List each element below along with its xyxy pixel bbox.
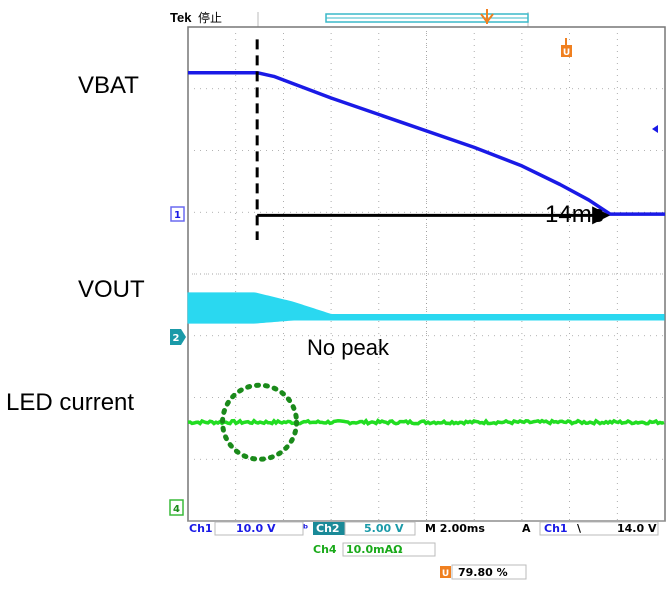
vout-trace <box>187 292 665 324</box>
vout-label: VOUT <box>78 276 145 303</box>
channel-1-marker: 1 <box>170 206 185 222</box>
channel-1-marker-label: 1 <box>174 210 181 221</box>
trigger-position-icon-label: U <box>442 569 449 579</box>
ch2-scale: 5.00 V <box>364 522 404 535</box>
readout-panel: Ch1 10.0 V ᵇ Ch2 5.00 V M 2.00ms A Ch1 \… <box>188 520 665 580</box>
brand-label: Tek <box>170 10 192 25</box>
channel-4-marker: 4 <box>169 499 184 516</box>
ch1-name: Ch1 <box>189 522 213 535</box>
trigger-mode: A <box>522 522 531 535</box>
trigger-slope-icon: \ <box>577 522 582 535</box>
ch1-scale: 10.0 V <box>236 522 276 535</box>
duration-label: 14ms <box>545 201 604 228</box>
vbat-label: VBAT <box>78 72 139 99</box>
record-view-bar <box>325 13 529 23</box>
trigger-marker-label: U <box>563 48 570 58</box>
duration-arrowhead <box>592 206 611 225</box>
no-peak-label: No peak <box>307 335 390 360</box>
trigger-position: 79.80 % <box>458 566 508 579</box>
ch2-name: Ch2 <box>316 522 340 535</box>
timebase: M 2.00ms <box>425 522 485 535</box>
channel-4-marker-label: 4 <box>173 504 180 515</box>
trigger-level-marker <box>652 125 658 133</box>
ch4-scale: 10.0mAΩ <box>346 543 403 556</box>
ch4-name: Ch4 <box>313 543 337 556</box>
trigger-marker: U <box>561 38 572 58</box>
no-peak-circle <box>220 382 300 462</box>
ch1-bw-icon: ᵇ <box>303 522 308 535</box>
trigger-source: Ch1 <box>544 522 568 535</box>
led-current-trace <box>187 418 665 426</box>
acquisition-status: 停止 <box>198 10 222 25</box>
vbat-trace <box>188 70 665 216</box>
channel-2-marker: 2 <box>170 329 186 345</box>
trigger-level: 14.0 V <box>617 522 657 535</box>
graticule <box>187 26 666 522</box>
channel-2-marker-label: 2 <box>173 333 180 344</box>
waveform-traces <box>187 39 665 462</box>
led-current-label: LED current <box>6 389 134 416</box>
trigger-position-icon <box>480 9 494 24</box>
